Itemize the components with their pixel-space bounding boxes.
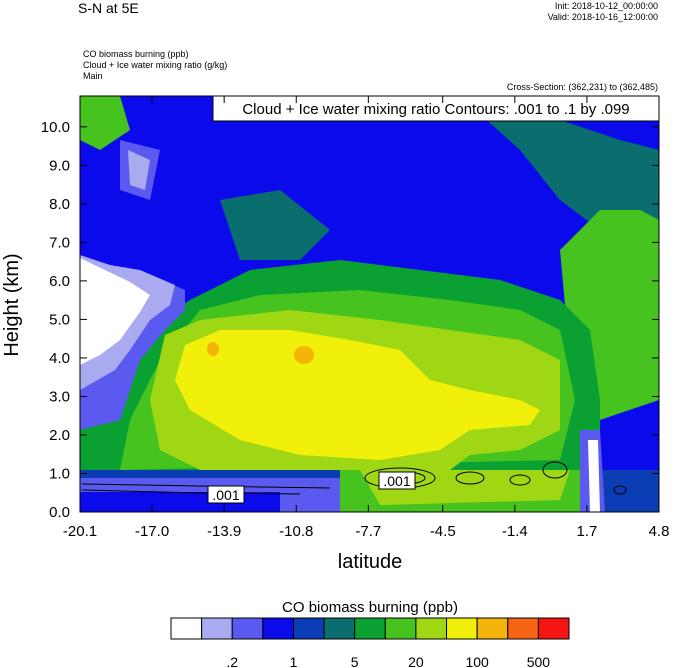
contour-label-1: .001	[212, 487, 239, 503]
contour-info-text: Cloud + Ice water mixing ratio Contours:…	[242, 101, 629, 118]
colorbar-label: 1	[290, 654, 298, 668]
colorbar-label: .2	[226, 654, 238, 668]
variable-co-label: CO biomass burning (ppb)	[83, 49, 189, 59]
y-tick-label: 7.0	[49, 234, 70, 251]
y-tick-label: 5.0	[49, 311, 70, 328]
x-tick-label: -20.1	[63, 523, 97, 540]
colorbar-box	[415, 617, 448, 640]
contour-info-box	[212, 95, 660, 122]
y-tick-label: 4.0	[49, 350, 70, 367]
x-axis: -20.1 -17.0 -13.9 -10.8 -7.7 -4.5 -1.4 1.7 4.8	[63, 96, 670, 540]
y-tick-label: 9.0	[49, 157, 70, 174]
x-tick-label: -10.8	[279, 523, 313, 540]
y-tick-label: 2.0	[49, 427, 70, 444]
x-tick-label: -13.9	[207, 523, 241, 540]
cross-section-label: Cross-Section: (362,231) to (362,485)	[506, 82, 658, 92]
colorbar-box	[231, 617, 264, 640]
colorbar-box	[262, 617, 294, 640]
colorbar-label: 500	[527, 654, 551, 668]
field-plot	[80, 96, 659, 512]
colorbar-box	[354, 617, 386, 640]
colorbar-title: CO biomass burning (ppb)	[282, 599, 458, 616]
x-tick-label: 4.8	[649, 523, 670, 540]
x-tick-label: 1.7	[576, 523, 597, 540]
colorbar-box	[446, 617, 478, 640]
y-tick-label: 3.0	[49, 388, 70, 405]
y-axis-title: Height (km)	[1, 253, 23, 356]
x-tick-label: -17.0	[135, 523, 169, 540]
contour-labels: .001 .001	[207, 471, 416, 504]
init-time: Init: 2018-10-12_00:00:00	[554, 1, 658, 11]
colorbar-box	[170, 617, 203, 640]
colorbar-box	[476, 617, 509, 640]
colorbar-box	[292, 617, 325, 640]
x-tick-label: -7.7	[355, 523, 381, 540]
y-tick-label: 10.0	[41, 119, 70, 136]
x-axis-title: latitude	[338, 551, 403, 573]
colorbar-box	[384, 617, 417, 640]
colorbar: .2 1 5 20 100 500	[170, 617, 570, 668]
colorbar-box	[507, 617, 539, 640]
domain-label: Main	[83, 71, 103, 81]
y-tick-label: 6.0	[49, 273, 70, 290]
colorbar-box	[201, 617, 233, 640]
y-axis: 0.0 1.0 2.0 3.0 4.0 5.0 6.0 7.0 8.0 9.0 10.0	[41, 119, 659, 521]
x-tick-label: -1.4	[502, 523, 528, 540]
variable-cloud-label: Cloud + Ice water mixing ratio (g/kg)	[83, 60, 228, 70]
colorbar-box	[537, 617, 570, 640]
colorbar-label: 20	[408, 654, 424, 668]
y-tick-label: 1.0	[49, 465, 70, 482]
colorbar-box	[323, 617, 356, 640]
plot-frame	[79, 95, 660, 513]
colorbar-label: 5	[351, 654, 359, 668]
x-tick-label: -4.5	[430, 523, 456, 540]
y-tick-label: 8.0	[49, 196, 70, 213]
valid-time: Valid: 2018-10-16_12:00:00	[547, 12, 658, 22]
contour-label-2: .001	[383, 473, 410, 489]
cloud-contours	[81, 461, 627, 495]
y-tick-label: 0.0	[49, 504, 70, 521]
plot-title: S-N at 5E	[78, 0, 139, 16]
colorbar-label: 100	[465, 654, 489, 668]
